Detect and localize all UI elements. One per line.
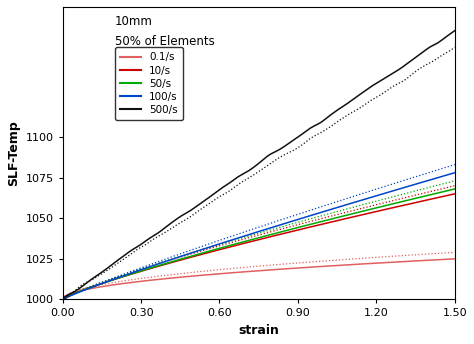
Y-axis label: SLF-Temp: SLF-Temp <box>7 120 20 186</box>
Legend: 0.1/s, 10/s, 50/s, 100/s, 500/s: 0.1/s, 10/s, 50/s, 100/s, 500/s <box>115 47 183 120</box>
Text: 50% of Elements: 50% of Elements <box>115 35 215 47</box>
Text: 10mm: 10mm <box>115 15 153 28</box>
X-axis label: strain: strain <box>238 324 279 337</box>
